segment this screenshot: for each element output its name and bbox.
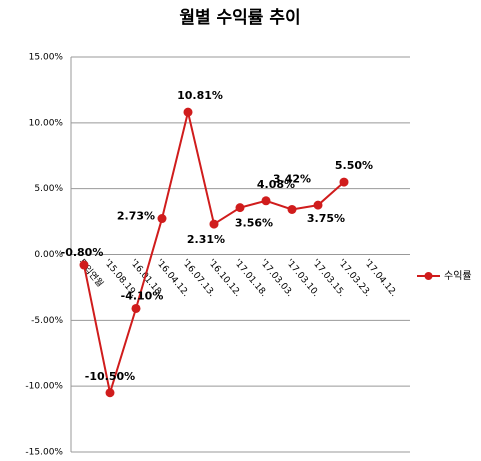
y-tick-label: 0.00% bbox=[34, 250, 63, 260]
data-label: 4.08% bbox=[257, 178, 295, 191]
data-label: 3.42% bbox=[273, 172, 311, 185]
data-label: -0.80% bbox=[61, 246, 104, 259]
line bbox=[83, 111, 345, 394]
marker bbox=[79, 260, 89, 270]
marker bbox=[131, 303, 141, 313]
y-tick-label: 10.00% bbox=[29, 118, 64, 128]
marker bbox=[339, 177, 349, 187]
data-label: 10.81% bbox=[177, 89, 223, 102]
marker bbox=[313, 200, 323, 210]
data-label: -10.50% bbox=[85, 370, 135, 383]
chart-title: 월별 수익률 추이 bbox=[179, 8, 300, 28]
y-tick-label: -10.00% bbox=[25, 382, 63, 392]
marker bbox=[235, 203, 245, 213]
marker bbox=[209, 219, 219, 229]
data-label: 3.56% bbox=[235, 217, 273, 230]
data-label: 3.75% bbox=[307, 212, 345, 225]
marker bbox=[287, 204, 297, 214]
y-tick-label: -15.00% bbox=[25, 448, 63, 458]
x-tick-label: 투입연월 bbox=[76, 256, 106, 289]
marker bbox=[261, 196, 271, 206]
y-tick-label: 15.00% bbox=[29, 53, 64, 63]
legend-marker bbox=[424, 272, 433, 280]
data-label: 5.50% bbox=[335, 159, 373, 172]
y-tick-label: -5.00% bbox=[31, 316, 63, 326]
data-label: 2.73% bbox=[117, 210, 155, 223]
legend-label: 수익률 bbox=[444, 270, 472, 282]
marker bbox=[183, 107, 193, 117]
data-label: 2.31% bbox=[187, 233, 225, 246]
data-label: -4.10% bbox=[121, 289, 164, 302]
marker bbox=[105, 388, 115, 398]
marker bbox=[157, 214, 167, 224]
y-tick-label: 5.00% bbox=[34, 184, 63, 194]
